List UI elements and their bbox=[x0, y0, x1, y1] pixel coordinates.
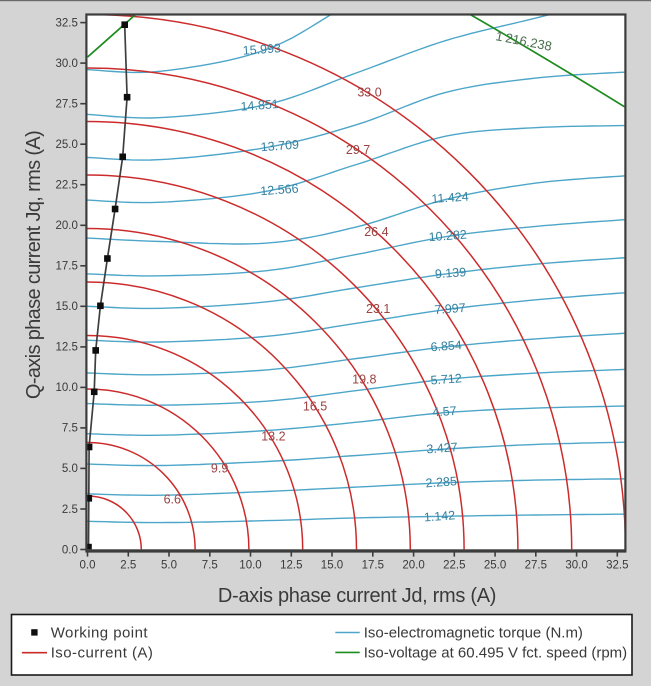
svg-text:12.566: 12.566 bbox=[260, 182, 299, 199]
svg-text:23.1: 23.1 bbox=[366, 302, 390, 316]
svg-text:22.5: 22.5 bbox=[443, 560, 465, 572]
svg-text:13.709: 13.709 bbox=[260, 138, 299, 155]
svg-text:30.0: 30.0 bbox=[56, 58, 78, 70]
svg-text:14.851: 14.851 bbox=[240, 97, 279, 114]
svg-text:7.5: 7.5 bbox=[202, 560, 218, 572]
svg-text:2.285: 2.285 bbox=[425, 474, 457, 490]
svg-text:17.5: 17.5 bbox=[362, 560, 384, 572]
svg-text:10.282: 10.282 bbox=[428, 228, 467, 245]
svg-text:20.0: 20.0 bbox=[402, 560, 424, 572]
svg-text:27.5: 27.5 bbox=[56, 99, 78, 111]
svg-text:Iso-electromagnetic torque (N.: Iso-electromagnetic torque (N.m) bbox=[364, 625, 583, 642]
svg-text:Working point: Working point bbox=[51, 625, 149, 642]
svg-text:25.0: 25.0 bbox=[484, 560, 506, 572]
svg-text:Q-axis phase current Jq, rms (: Q-axis phase current Jq, rms (A) bbox=[23, 131, 45, 399]
svg-text:12.5: 12.5 bbox=[280, 560, 302, 572]
svg-text:32.5: 32.5 bbox=[56, 17, 78, 29]
svg-text:7.5: 7.5 bbox=[62, 423, 78, 435]
svg-text:10.0: 10.0 bbox=[239, 560, 261, 572]
svg-text:33.0: 33.0 bbox=[357, 85, 381, 99]
svg-text:5.0: 5.0 bbox=[62, 463, 78, 475]
svg-text:2.5: 2.5 bbox=[120, 560, 136, 572]
svg-text:6.6: 6.6 bbox=[164, 492, 181, 506]
svg-text:25.0: 25.0 bbox=[56, 139, 78, 151]
svg-text:9.9: 9.9 bbox=[211, 462, 228, 476]
svg-text:19.8: 19.8 bbox=[352, 372, 376, 386]
svg-text:30.0: 30.0 bbox=[565, 560, 587, 572]
svg-text:0.0: 0.0 bbox=[62, 544, 78, 556]
svg-text:16.5: 16.5 bbox=[303, 399, 327, 413]
svg-text:15.0: 15.0 bbox=[321, 560, 343, 572]
svg-text:22.5: 22.5 bbox=[56, 180, 78, 192]
svg-text:Iso-voltage at 60.495 V fct. s: Iso-voltage at 60.495 V fct. speed (rpm) bbox=[364, 645, 627, 662]
svg-text:6.854: 6.854 bbox=[430, 338, 462, 354]
svg-text:1.142: 1.142 bbox=[423, 508, 455, 524]
svg-text:15.0: 15.0 bbox=[56, 301, 78, 313]
svg-text:4.57: 4.57 bbox=[432, 404, 457, 420]
svg-text:29.7: 29.7 bbox=[346, 143, 370, 157]
svg-text:12.5: 12.5 bbox=[56, 342, 78, 354]
svg-text:Iso-current (A): Iso-current (A) bbox=[51, 645, 154, 662]
svg-text:20.0: 20.0 bbox=[56, 220, 78, 232]
svg-text:17.5: 17.5 bbox=[56, 261, 78, 273]
svg-text:27.5: 27.5 bbox=[525, 560, 547, 572]
svg-text:26.4: 26.4 bbox=[364, 225, 388, 239]
svg-text:10.0: 10.0 bbox=[56, 382, 78, 394]
svg-text:3.427: 3.427 bbox=[426, 440, 458, 456]
svg-text:11.424: 11.424 bbox=[431, 190, 469, 207]
svg-text:32.5: 32.5 bbox=[606, 560, 628, 572]
svg-text:15.993: 15.993 bbox=[242, 41, 281, 58]
svg-text:0.0: 0.0 bbox=[80, 560, 96, 572]
svg-text:5.712: 5.712 bbox=[430, 371, 462, 387]
svg-text:2.5: 2.5 bbox=[62, 504, 78, 516]
svg-text:D-axis phase current Jd, rms (: D-axis phase current Jd, rms (A) bbox=[218, 585, 496, 607]
svg-text:13.2: 13.2 bbox=[261, 429, 285, 443]
svg-text:5.0: 5.0 bbox=[161, 560, 177, 572]
svg-text:7.997: 7.997 bbox=[434, 301, 466, 317]
svg-text:9.139: 9.139 bbox=[434, 265, 466, 281]
